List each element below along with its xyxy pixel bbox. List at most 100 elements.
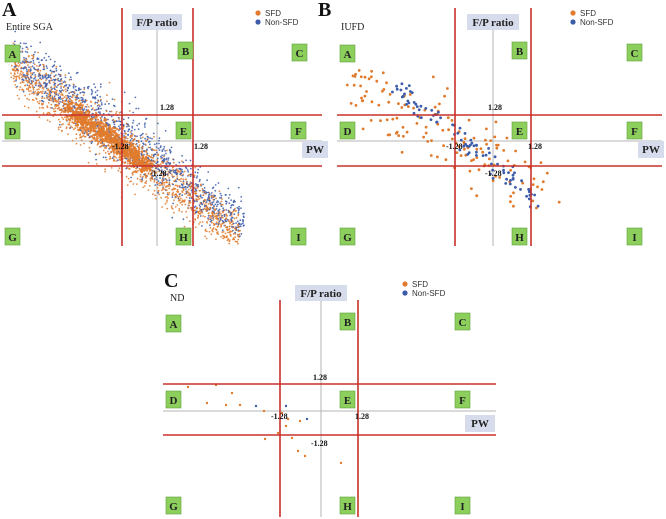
- point-sfd: [194, 166, 197, 169]
- point-non-sfd: [49, 69, 52, 72]
- point-non-sfd: [151, 149, 153, 152]
- point-sfd: [97, 137, 100, 140]
- point-sfd: [152, 169, 155, 172]
- point-sfd: [149, 177, 152, 180]
- point-sfd: [115, 137, 118, 140]
- point-non-sfd: [161, 171, 164, 173]
- point-non-sfd: [186, 186, 189, 189]
- point-sfd: [80, 139, 83, 142]
- point-sfd: [35, 81, 38, 83]
- point-non-sfd: [59, 91, 62, 93]
- point-sfd: [137, 152, 140, 155]
- point-sfd: [541, 180, 545, 184]
- region-box-e: [175, 121, 192, 140]
- point-sfd: [156, 159, 159, 162]
- point-sfd: [135, 167, 138, 170]
- point-non-sfd: [155, 142, 158, 145]
- legend-label-sfd: SFD: [265, 9, 281, 18]
- point-sfd: [450, 119, 454, 122]
- point-non-sfd: [225, 209, 228, 211]
- point-sfd: [61, 94, 64, 97]
- point-non-sfd: [45, 87, 48, 90]
- legend-marker-sfd: [255, 10, 261, 16]
- point-non-sfd: [237, 229, 240, 232]
- point-non-sfd: [178, 161, 181, 164]
- point-sfd: [74, 103, 77, 106]
- point-sfd: [32, 56, 35, 59]
- point-non-sfd: [207, 196, 210, 199]
- point-sfd: [85, 110, 88, 113]
- point-non-sfd: [496, 162, 499, 166]
- point-non-sfd: [68, 92, 70, 94]
- region-box-a: [4, 44, 21, 63]
- point-sfd: [220, 213, 222, 215]
- point-sfd: [495, 143, 498, 147]
- point-non-sfd: [138, 122, 141, 125]
- point-non-sfd: [49, 76, 52, 79]
- point-sfd: [18, 64, 21, 66]
- point-sfd: [51, 91, 54, 93]
- point-sfd: [27, 70, 30, 72]
- point-sfd: [50, 103, 53, 106]
- point-sfd: [165, 185, 168, 188]
- point-sfd: [168, 177, 171, 179]
- point-sfd: [212, 228, 214, 231]
- point-sfd: [89, 150, 91, 153]
- point-sfd: [463, 147, 466, 151]
- point-sfd: [169, 185, 172, 187]
- point-sfd: [104, 146, 108, 149]
- y-axis-label: F/P ratio: [136, 17, 178, 29]
- point-sfd: [90, 120, 93, 123]
- point-non-sfd: [35, 84, 37, 87]
- point-sfd: [86, 124, 89, 127]
- point-sfd: [87, 161, 90, 164]
- point-sfd: [228, 227, 231, 230]
- point-non-sfd: [68, 84, 71, 87]
- point-non-sfd: [90, 88, 93, 91]
- point-non-sfd: [41, 77, 44, 80]
- point-non-sfd: [30, 60, 32, 63]
- point-sfd: [28, 93, 31, 96]
- point-non-sfd: [155, 151, 158, 154]
- point-sfd: [97, 127, 100, 130]
- point-sfd: [156, 181, 159, 184]
- point-non-sfd: [236, 220, 239, 223]
- point-sfd: [187, 191, 189, 194]
- point-sfd: [80, 106, 84, 109]
- point-sfd: [156, 186, 159, 189]
- point-sfd: [137, 141, 140, 144]
- point-sfd: [468, 169, 472, 173]
- point-sfd: [42, 63, 44, 66]
- point-sfd: [141, 170, 144, 173]
- point-sfd: [180, 197, 182, 200]
- point-non-sfd: [107, 124, 110, 127]
- point-sfd: [407, 105, 410, 108]
- region-label-f: F: [631, 126, 638, 138]
- point-non-sfd: [230, 220, 233, 222]
- point-non-sfd: [201, 225, 203, 227]
- point-sfd: [105, 133, 108, 136]
- point-sfd: [216, 218, 219, 221]
- region-label-h: H: [179, 232, 188, 244]
- point-sfd: [147, 160, 150, 163]
- point-non-sfd: [37, 75, 40, 77]
- point-non-sfd: [209, 220, 212, 223]
- point-sfd: [76, 126, 79, 128]
- point-non-sfd: [391, 90, 394, 94]
- point-sfd: [71, 121, 74, 124]
- region-label-e: E: [516, 126, 523, 138]
- point-sfd: [144, 150, 147, 153]
- point-sfd: [67, 105, 70, 108]
- point-sfd: [88, 132, 90, 135]
- point-non-sfd: [81, 101, 84, 104]
- point-non-sfd: [176, 178, 179, 181]
- point-non-sfd: [111, 98, 114, 100]
- point-non-sfd: [123, 91, 126, 94]
- point-sfd: [166, 160, 169, 163]
- point-non-sfd: [239, 219, 242, 222]
- point-sfd: [71, 126, 74, 129]
- xlabel-box: [465, 415, 495, 432]
- point-non-sfd: [167, 161, 170, 164]
- point-sfd: [115, 152, 118, 155]
- point-sfd: [230, 230, 233, 233]
